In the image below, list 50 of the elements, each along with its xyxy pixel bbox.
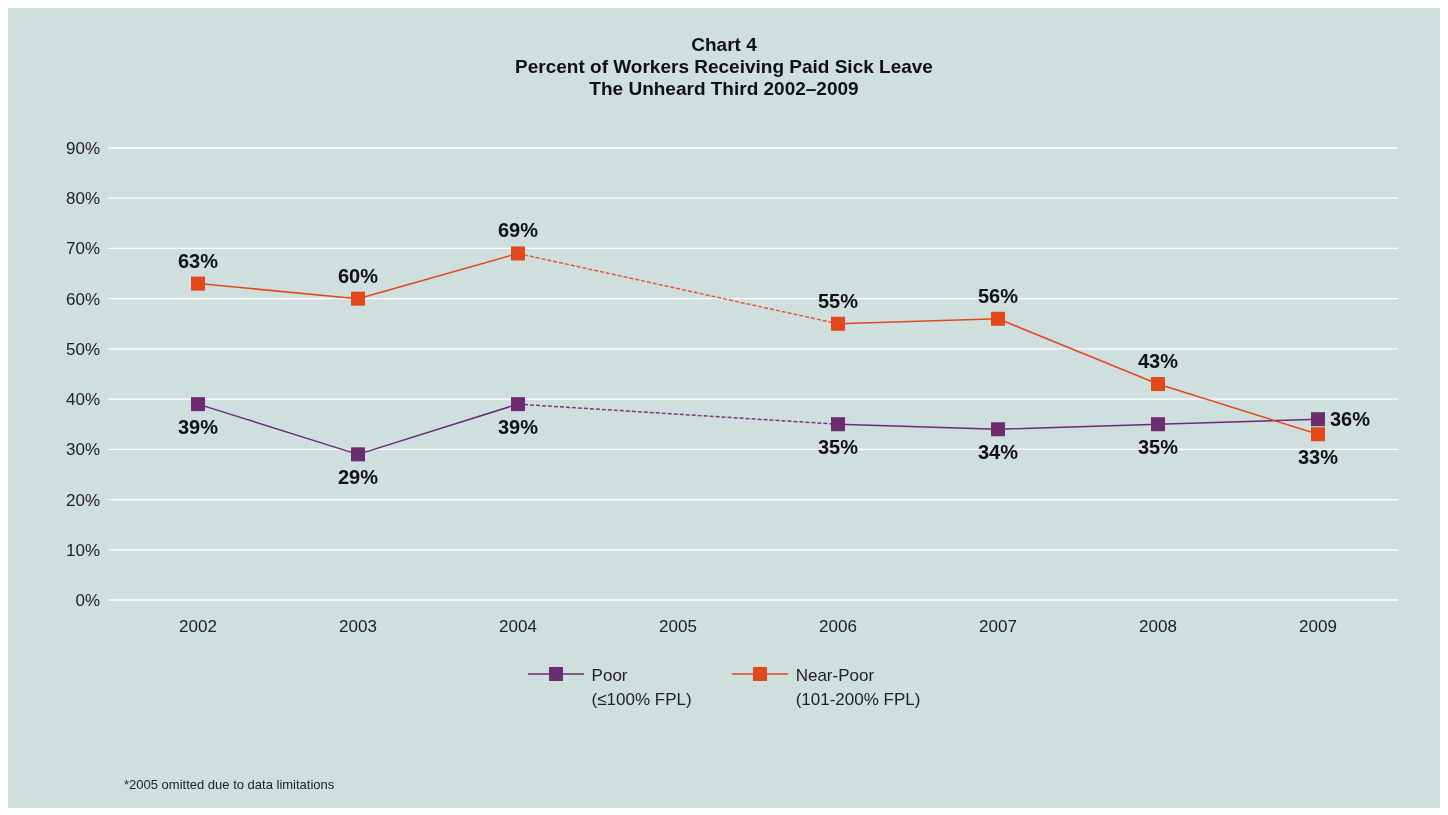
point (831, 316, 845, 331)
point (191, 397, 205, 412)
point (1151, 377, 1165, 392)
data-label: 60% (337, 264, 379, 287)
y-tick-label: 40% (65, 390, 100, 410)
chart-title: Chart 4 Percent of Workers Receiving Paid Sick Leave The Unheard Third 2002–2009 (514, 33, 934, 100)
data-label: 35% (1137, 436, 1179, 459)
point (351, 447, 365, 462)
y-tick-label: 80% (65, 189, 100, 209)
point (991, 422, 1005, 437)
point (351, 291, 365, 306)
x-tick-label: 2006 (819, 617, 857, 637)
data-label: 29% (337, 466, 379, 489)
y-tick-label: 10% (65, 540, 100, 560)
y-tick-label: 70% (65, 239, 100, 259)
x-tick-label: 2008 (1139, 617, 1177, 637)
data-label: 63% (177, 249, 219, 272)
x-tick-label: 2007 (979, 617, 1017, 637)
data-label: 39% (497, 416, 539, 439)
x-tick-label: 2003 (339, 617, 377, 637)
point (1311, 412, 1325, 427)
y-tick-label: 90% (65, 139, 100, 159)
data-label: 34% (977, 441, 1019, 464)
data-label: 35% (817, 436, 859, 459)
y-tick-label: 30% (65, 440, 100, 460)
point (831, 417, 845, 432)
data-label: 56% (977, 284, 1019, 307)
point (991, 311, 1005, 326)
text: *2005 omitted due to data limitations (124, 777, 335, 792)
point (511, 397, 525, 412)
point (1151, 417, 1165, 432)
point (511, 246, 525, 261)
y-tick-label: 60% (65, 289, 100, 309)
x-tick-label: 2005 (659, 617, 697, 637)
x-tick-label: 2009 (1299, 617, 1337, 637)
data-label: 33% (1297, 446, 1339, 469)
legend-label: Poor (≤100% FPL) (591, 665, 692, 711)
x-tick-label: 2004 (499, 617, 537, 637)
x-tick-label: 2002 (179, 617, 217, 637)
y-tick-label: 20% (65, 490, 100, 510)
y-tick-label: 50% (65, 339, 100, 359)
data-label: 39% (177, 416, 219, 439)
data-label: 55% (817, 289, 859, 312)
data-label: 36% (1330, 408, 1371, 431)
point (191, 276, 205, 291)
data-label: 69% (497, 219, 539, 242)
legend-label: Near-Poor (101-200% FPL) (795, 665, 921, 711)
data-label: 43% (1137, 350, 1179, 373)
point (1311, 427, 1325, 442)
y-tick-label: 0% (75, 591, 100, 611)
